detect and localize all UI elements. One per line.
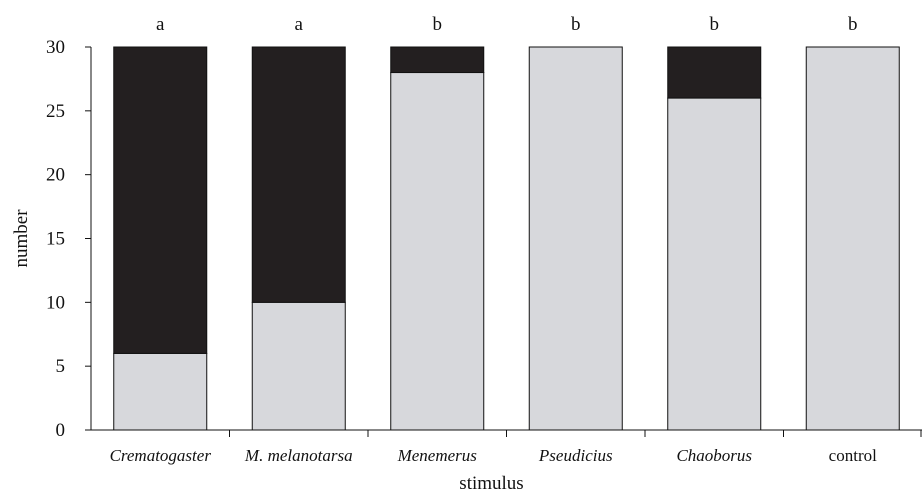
category-label: Pseudicius xyxy=(538,446,613,465)
category-label: M. melanotarsa xyxy=(244,446,353,465)
category-label: Menemerus xyxy=(397,446,478,465)
bar-segment-0-4 xyxy=(667,97,762,431)
bar-segment-1-1 xyxy=(251,46,346,303)
bar-segment-1-4 xyxy=(667,46,762,99)
y-tick-label: 0 xyxy=(56,420,66,441)
significance-letter: b xyxy=(433,14,443,35)
category-label: control xyxy=(829,446,877,465)
y-tick-label: 30 xyxy=(46,37,65,58)
x-axis-title: stimulus xyxy=(459,473,523,494)
significance-letter: a xyxy=(156,14,165,35)
bar-segment-0-2 xyxy=(390,72,485,431)
y-tick-label: 25 xyxy=(46,101,65,122)
x-axis xyxy=(91,429,922,437)
category-label: Crematogaster xyxy=(110,446,212,465)
bar-segment-0-3 xyxy=(528,46,623,431)
significance-letter: b xyxy=(848,14,858,35)
category-labels: Crematogaster M. melanotarsa Menemerus Pseu… xyxy=(110,446,878,465)
y-tick-label: 15 xyxy=(46,229,65,250)
bar-segment-0-1 xyxy=(251,301,346,431)
y-axis: 0 5 10 15 20 25 30 xyxy=(46,37,92,441)
y-tick-label: 20 xyxy=(46,165,65,186)
bar-segment-1-0 xyxy=(113,46,208,354)
bar-segment-0-5 xyxy=(805,46,900,431)
bar-segment-0-0 xyxy=(113,352,208,431)
y-tick-label: 10 xyxy=(46,292,65,313)
y-axis-title: number xyxy=(11,209,32,268)
bars xyxy=(113,46,900,431)
significance-letter: b xyxy=(710,14,720,35)
y-tick-label: 5 xyxy=(56,356,66,377)
bar-segment-1-2 xyxy=(390,46,485,74)
category-label: Chaoborus xyxy=(676,446,752,465)
significance-letter: b xyxy=(571,14,581,35)
significance-letter: a xyxy=(295,14,304,35)
